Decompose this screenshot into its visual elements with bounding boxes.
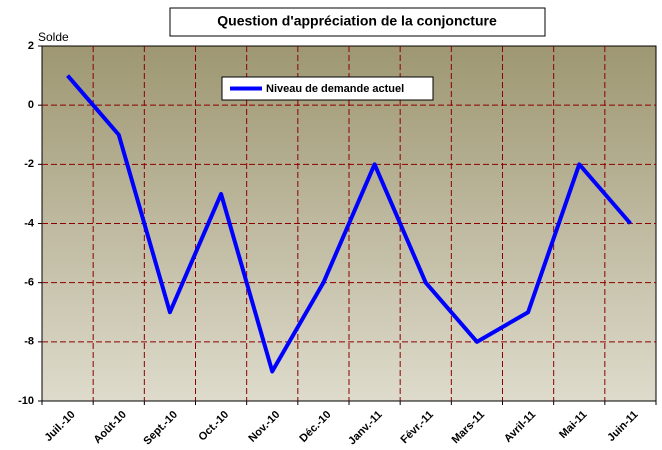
x-tick-label: Mars-11	[450, 409, 487, 446]
x-tick-label: Sept.-10	[141, 409, 180, 448]
x-tick-label: Mai-11	[557, 409, 589, 441]
x-tick-label: Févr.-11	[398, 409, 435, 446]
data-line	[66, 74, 632, 374]
x-tick-label: Oct.-10	[196, 409, 231, 444]
title-box	[169, 7, 546, 37]
legend-label: Niveau de demande actuel	[266, 83, 404, 95]
x-tick-label: Juil.-10	[42, 409, 77, 444]
y-tick-label: 2	[28, 40, 34, 52]
y-tick-label: -2	[24, 158, 34, 170]
y-tick-label: -8	[24, 336, 34, 348]
x-tick-label: Août-10	[91, 409, 128, 446]
chart-title: Question d'appréciation de la conjonctur…	[217, 13, 497, 29]
y-tick-label: 0	[28, 99, 34, 111]
x-tick-label: Janv.-11	[346, 409, 385, 448]
y-axis-label: Solde	[38, 30, 69, 44]
x-tick-label: Déc.-10	[297, 409, 333, 445]
x-tick-label: Juin-11	[605, 409, 640, 444]
y-tick-label: -10	[18, 395, 34, 407]
y-tick-label: -6	[24, 277, 34, 289]
y-tick-label: -4	[24, 217, 35, 229]
legend	[221, 76, 434, 101]
x-tick-label: Avril-11	[502, 409, 538, 445]
x-tick-label: Nov.-10	[246, 409, 282, 445]
